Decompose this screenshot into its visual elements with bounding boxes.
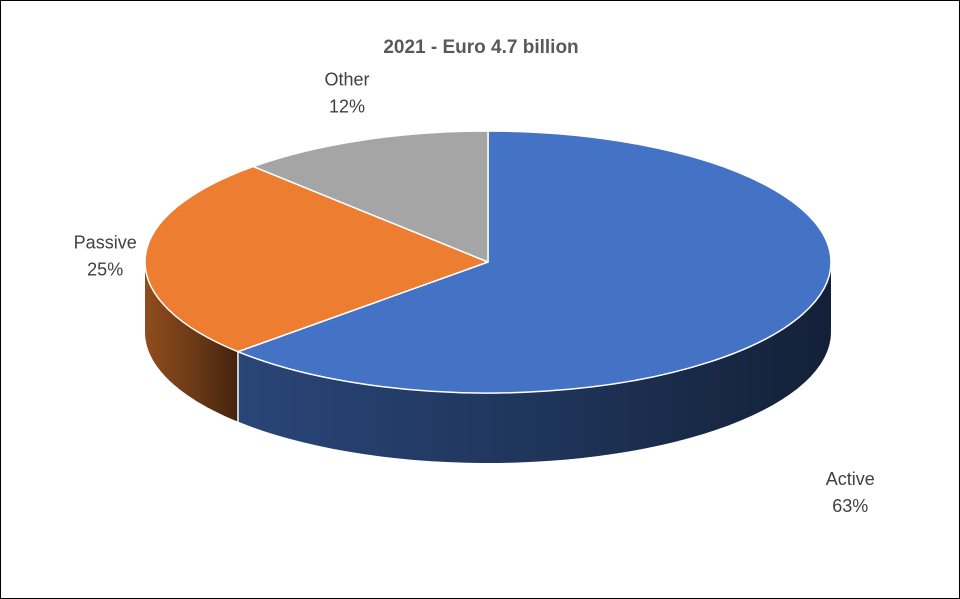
slice-active	[237, 130, 832, 394]
slice-value-label: 12%	[329, 97, 365, 117]
slice-other	[252, 130, 489, 263]
slice-label-active: Active 63%	[826, 469, 875, 516]
slice-passive	[144, 165, 489, 353]
pie-tops	[144, 130, 832, 394]
slice-value-label: 25%	[87, 259, 123, 279]
slice-side-shading	[237, 262, 831, 463]
slice-category-label: Passive	[74, 232, 137, 252]
pie-labels: Active 63% Passive 25% Other 12%	[74, 70, 875, 516]
chart-title: 2021 - Euro 4.7 billion	[383, 37, 579, 58]
slice-category-label: Active	[826, 469, 875, 489]
slice-label-passive: Passive 25%	[74, 232, 137, 279]
slice-category-label: Other	[324, 70, 369, 90]
pie-sides	[145, 262, 831, 463]
slice-label-other: Other 12%	[324, 70, 369, 117]
slice-value-label: 63%	[832, 496, 868, 516]
slice-side-shading	[145, 262, 238, 422]
